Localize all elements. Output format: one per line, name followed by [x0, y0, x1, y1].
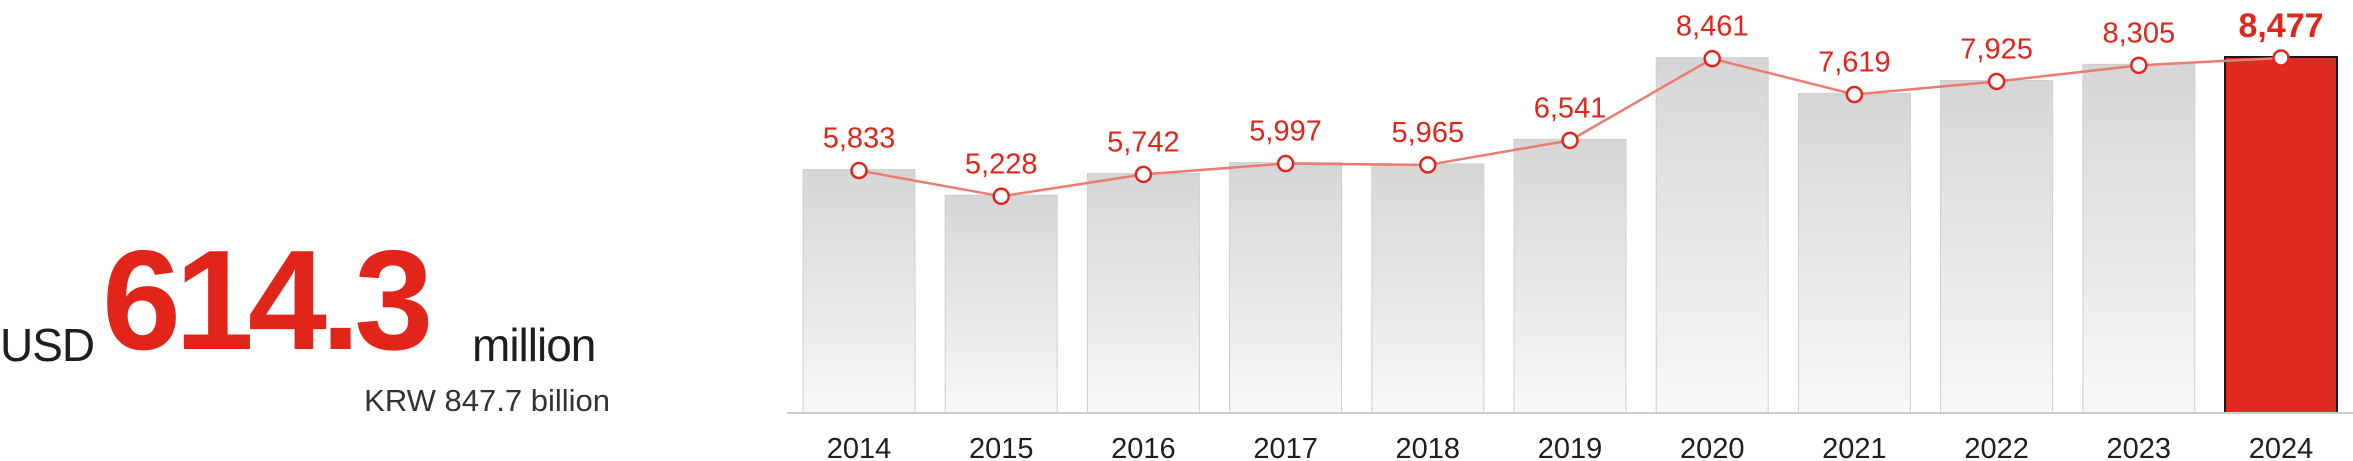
value-label-2024: 8,477 [2238, 7, 2323, 45]
point-2019 [1561, 131, 1579, 150]
value-label-2021: 7,619 [1818, 47, 1891, 79]
x-tick-2019: 2019 [1538, 433, 1603, 461]
point-2023 [2130, 56, 2148, 75]
bar-2020 [1655, 57, 1769, 414]
point-2017 [1276, 154, 1295, 173]
x-tick-2022: 2022 [1964, 433, 2029, 461]
point-2015 [992, 187, 1010, 206]
kpi-unit: million [472, 319, 596, 371]
bar-2015 [944, 194, 1058, 414]
value-label-2015: 5,228 [965, 148, 1038, 180]
bar-2018 [1371, 163, 1485, 414]
value-label-2017: 5,997 [1249, 116, 1322, 148]
point-2021 [1845, 85, 1864, 104]
bar-2014 [802, 169, 916, 414]
x-tick-2014: 2014 [827, 433, 892, 461]
value-label-2023: 8,305 [2103, 17, 2176, 49]
bar-2017 [1229, 162, 1343, 414]
bar-2024 [2224, 56, 2338, 414]
x-tick-2021: 2021 [1822, 433, 1887, 461]
kpi-amount: 614.3 [102, 221, 433, 380]
kpi-block: USD 614.3 million KRW 847.7 billion [0, 0, 620, 461]
bar-2021 [1797, 93, 1911, 414]
point-2020 [1703, 49, 1721, 68]
kpi-currency: USD [0, 319, 95, 371]
value-label-2016: 5,742 [1107, 126, 1180, 158]
x-tick-2023: 2023 [2107, 433, 2172, 461]
kpi-subtext: KRW 847.7 billion [364, 383, 610, 418]
point-2022 [1987, 72, 2006, 91]
bar-2016 [1086, 172, 1200, 414]
value-label-2020: 8,461 [1676, 11, 1749, 43]
point-2016 [1134, 165, 1153, 184]
point-2018 [1419, 156, 1437, 174]
bar-2022 [1940, 79, 2054, 414]
value-label-2018: 5,965 [1392, 117, 1465, 149]
x-tick-2015: 2015 [969, 433, 1034, 461]
bar-2019 [1513, 138, 1627, 414]
value-label-2014: 5,833 [823, 123, 896, 155]
point-2024 [2272, 49, 2290, 67]
point-2014 [850, 161, 868, 180]
x-tick-2018: 2018 [1396, 433, 1461, 461]
x-tick-2016: 2016 [1111, 433, 1176, 461]
bar-2023 [2082, 63, 2196, 414]
value-label-2019: 6,541 [1534, 92, 1607, 124]
x-tick-2020: 2020 [1680, 433, 1745, 461]
value-label-2022: 7,925 [1960, 33, 2033, 65]
x-tick-2024: 2024 [2249, 433, 2314, 461]
x-tick-2017: 2017 [1253, 433, 1318, 461]
